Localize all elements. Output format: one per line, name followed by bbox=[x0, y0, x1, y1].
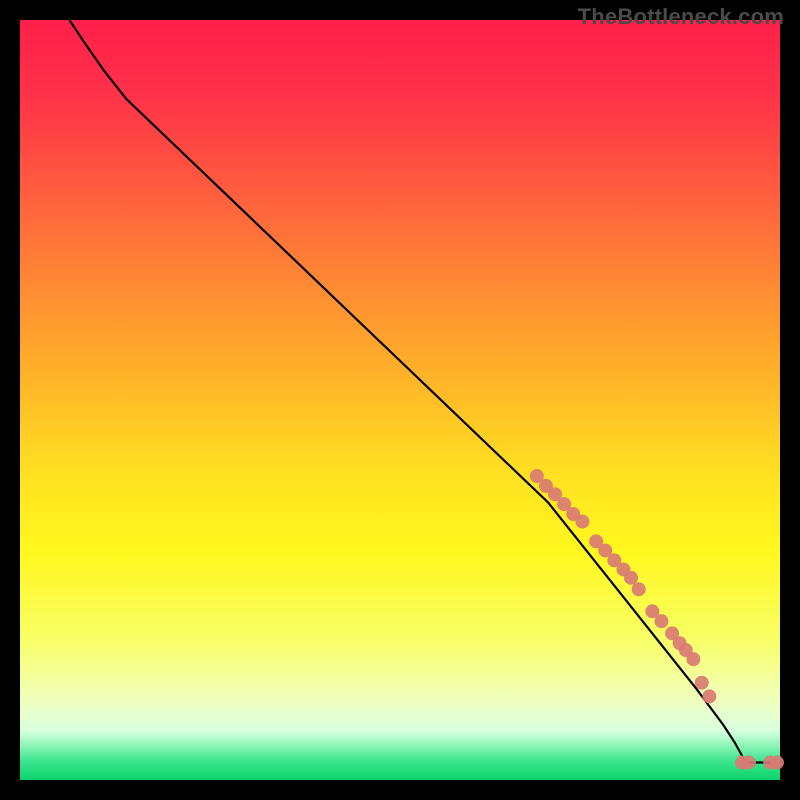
data-marker bbox=[624, 571, 638, 585]
data-marker bbox=[695, 676, 709, 690]
watermark-text: TheBottleneck.com bbox=[578, 4, 784, 30]
data-marker bbox=[654, 614, 668, 628]
data-marker bbox=[632, 582, 646, 596]
data-marker bbox=[702, 689, 716, 703]
bottleneck-chart bbox=[0, 0, 800, 800]
plot-background bbox=[20, 20, 780, 780]
data-marker bbox=[770, 756, 784, 770]
data-marker bbox=[686, 652, 700, 666]
data-marker bbox=[742, 756, 756, 770]
data-marker bbox=[575, 515, 589, 529]
